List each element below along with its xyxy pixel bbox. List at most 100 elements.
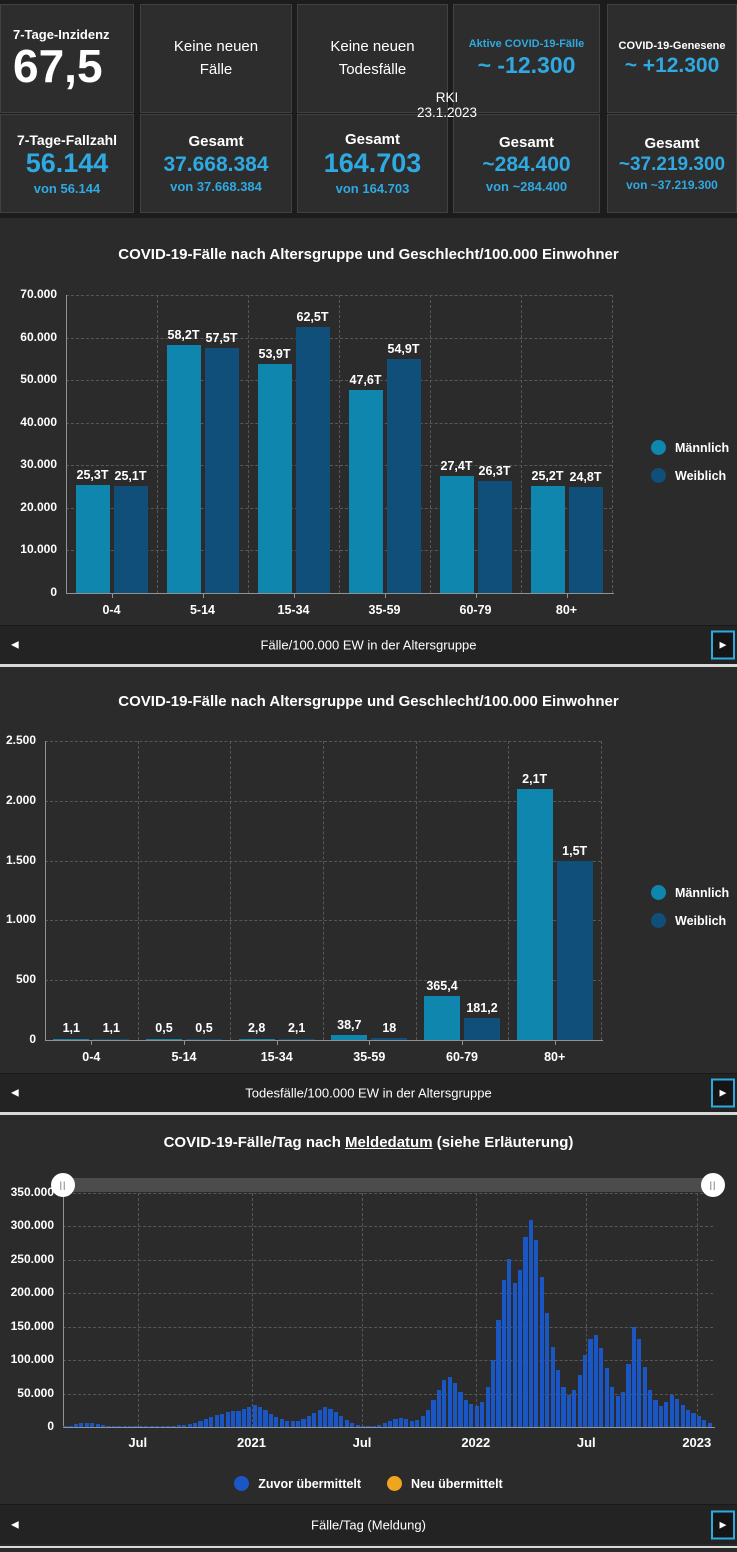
daily-cases-bar: [528, 1220, 534, 1427]
gridline: [137, 1193, 139, 1427]
next-chart-button[interactable]: ▶: [711, 1510, 735, 1539]
daily-cases-bar: [631, 1326, 636, 1427]
daily-cases-bar: [290, 1421, 295, 1427]
slider-handle-left[interactable]: ||: [51, 1173, 75, 1197]
bar-value-label: 62,5T: [296, 309, 329, 324]
y-axis-label: 200.000: [10, 1285, 54, 1300]
card-subvalue: von 37.668.384: [170, 179, 262, 194]
legend-item: Zuvor übermittelt: [234, 1476, 361, 1491]
daily-cases-bar: [658, 1405, 664, 1427]
chart-legend: Zuvor übermittelt Neu übermittelt: [0, 1476, 737, 1491]
bar-value-label: 181,2: [466, 1001, 498, 1016]
bar-value-label: 2,1T: [522, 771, 548, 786]
card-label: 7-Tage-Fallzahl: [16, 131, 118, 148]
next-chart-button[interactable]: ▶: [711, 1078, 735, 1108]
chart-title: COVID-19-Fälle nach Altersgruppe und Ges…: [118, 693, 619, 710]
daily-cases-bar: [583, 1354, 588, 1427]
x-tick: [111, 593, 113, 598]
cases-by-age-chart: 70.000 60.000 50.000 40.000 30.000 20.000 10.0…: [0, 218, 737, 664]
chart-footer: ◀ Fälle/100.000 EW in der Altersgruppe ▶: [0, 625, 737, 664]
slider-handle-right[interactable]: ||: [701, 1173, 725, 1197]
daily-cases-bar: [122, 1426, 127, 1427]
x-tick: [184, 1040, 185, 1045]
daily-cases-bar: [339, 1415, 344, 1427]
deaths-by-age-chart: 2.500 2.000 1.500 1.000 500 0 0-4 1,1 1,1 5-14 0,5…: [0, 667, 737, 1112]
bar-value-label: 365,4: [426, 979, 458, 994]
bar-maennlich: [146, 1038, 182, 1040]
daily-cases-bar: [344, 1419, 349, 1427]
next-panel-peek: [0, 1548, 737, 1552]
footer-label: Fälle/100.000 EW in der Altersgruppe: [260, 637, 477, 653]
x-tick: [202, 593, 204, 598]
gridline: [63, 1293, 713, 1295]
daily-cases-bar: [512, 1283, 517, 1427]
card-subvalue: von 164.703: [335, 181, 410, 196]
bar-weiblich: [278, 1038, 315, 1040]
daily-cases-bar: [371, 1426, 376, 1427]
y-axis: [45, 741, 46, 1040]
gridline: [508, 741, 510, 1040]
daily-cases-bar: [615, 1396, 620, 1427]
legend-label: Zuvor übermittelt: [258, 1476, 362, 1491]
legend-label: Weiblich: [675, 913, 727, 928]
daily-cases-bar: [388, 1421, 393, 1427]
daily-cases-bar: [171, 1425, 176, 1427]
daily-cases-bar: [209, 1417, 214, 1427]
prev-chart-button[interactable]: ◀: [11, 1519, 19, 1530]
legend-swatch: [387, 1476, 403, 1491]
card-gesamt-aktive: Gesamt ~284.400 von ~284.400: [453, 114, 600, 213]
bar-value-label: 18: [382, 1021, 397, 1035]
daily-cases-bar: [279, 1419, 284, 1427]
bar-value-label: 53,9T: [258, 346, 291, 361]
gridline: [586, 1193, 588, 1427]
bar-weiblich: [556, 860, 593, 1040]
daily-cases-bar: [144, 1426, 149, 1427]
daily-cases-bar: [360, 1426, 366, 1427]
time-range-slider[interactable]: || ||: [51, 1173, 725, 1197]
prev-chart-button[interactable]: ◀: [11, 639, 19, 651]
card-label: Aktive COVID-19-Fälle: [468, 38, 585, 50]
card-value: ~ +12.300: [624, 53, 720, 77]
y-axis-label: 0: [47, 1419, 54, 1433]
daily-cases-bar: [117, 1426, 122, 1427]
daily-cases-bar: [566, 1394, 571, 1427]
y-axis-label: 2.500: [5, 733, 36, 747]
daily-cases-bar: [463, 1400, 469, 1427]
chart-footer: ◀ Todesfälle/100.000 EW in der Altersgru…: [0, 1073, 737, 1112]
bar-value-label: 25,3T: [76, 468, 109, 483]
bar-maennlich: [331, 1035, 368, 1040]
gridline: [415, 741, 417, 1040]
x-axis-label: Jul: [128, 1435, 148, 1450]
x-tick: [384, 593, 386, 598]
bar-value-label: 1,5T: [562, 843, 588, 858]
y-axis-label: 20.000: [20, 499, 57, 514]
daily-cases-bar: [572, 1390, 577, 1427]
next-chart-button[interactable]: ▶: [711, 630, 735, 660]
x-tick: [554, 1040, 556, 1045]
daily-cases-bar: [637, 1338, 642, 1427]
bar-maennlich: [53, 1038, 90, 1040]
legend-item-maennlich: Männlich: [651, 440, 729, 455]
meldedatum-link[interactable]: Meldedatum: [345, 1134, 433, 1151]
daily-cases-bar: [225, 1412, 230, 1427]
daily-cases-bar: [366, 1426, 371, 1427]
y-axis-label: 50.000: [17, 1385, 54, 1400]
legend-label: Männlich: [675, 885, 730, 900]
daily-cases-bar: [453, 1382, 458, 1427]
y-axis: [66, 295, 67, 593]
daily-cases-bar: [680, 1404, 685, 1427]
daily-cases-bar: [398, 1418, 404, 1427]
prev-chart-button[interactable]: ◀: [11, 1087, 19, 1099]
x-axis-label: Jul: [352, 1435, 372, 1450]
daily-cases-bar: [79, 1423, 84, 1427]
x-category-label: 5-14: [171, 1050, 197, 1064]
daily-cases-bar: [420, 1416, 425, 1427]
y-axis-label: 0: [29, 1032, 36, 1046]
x-category-label: 5-14: [189, 603, 216, 617]
watermark-line2: 23.1.2023: [416, 105, 478, 120]
legend-label: Neu übermittelt: [411, 1476, 503, 1491]
daily-cases-bar: [610, 1386, 615, 1427]
bar-value-label: 1,1: [102, 1021, 120, 1035]
card-genesene: COVID-19-Genesene ~ +12.300: [607, 4, 737, 113]
y-axis-label: 50.000: [20, 372, 57, 387]
